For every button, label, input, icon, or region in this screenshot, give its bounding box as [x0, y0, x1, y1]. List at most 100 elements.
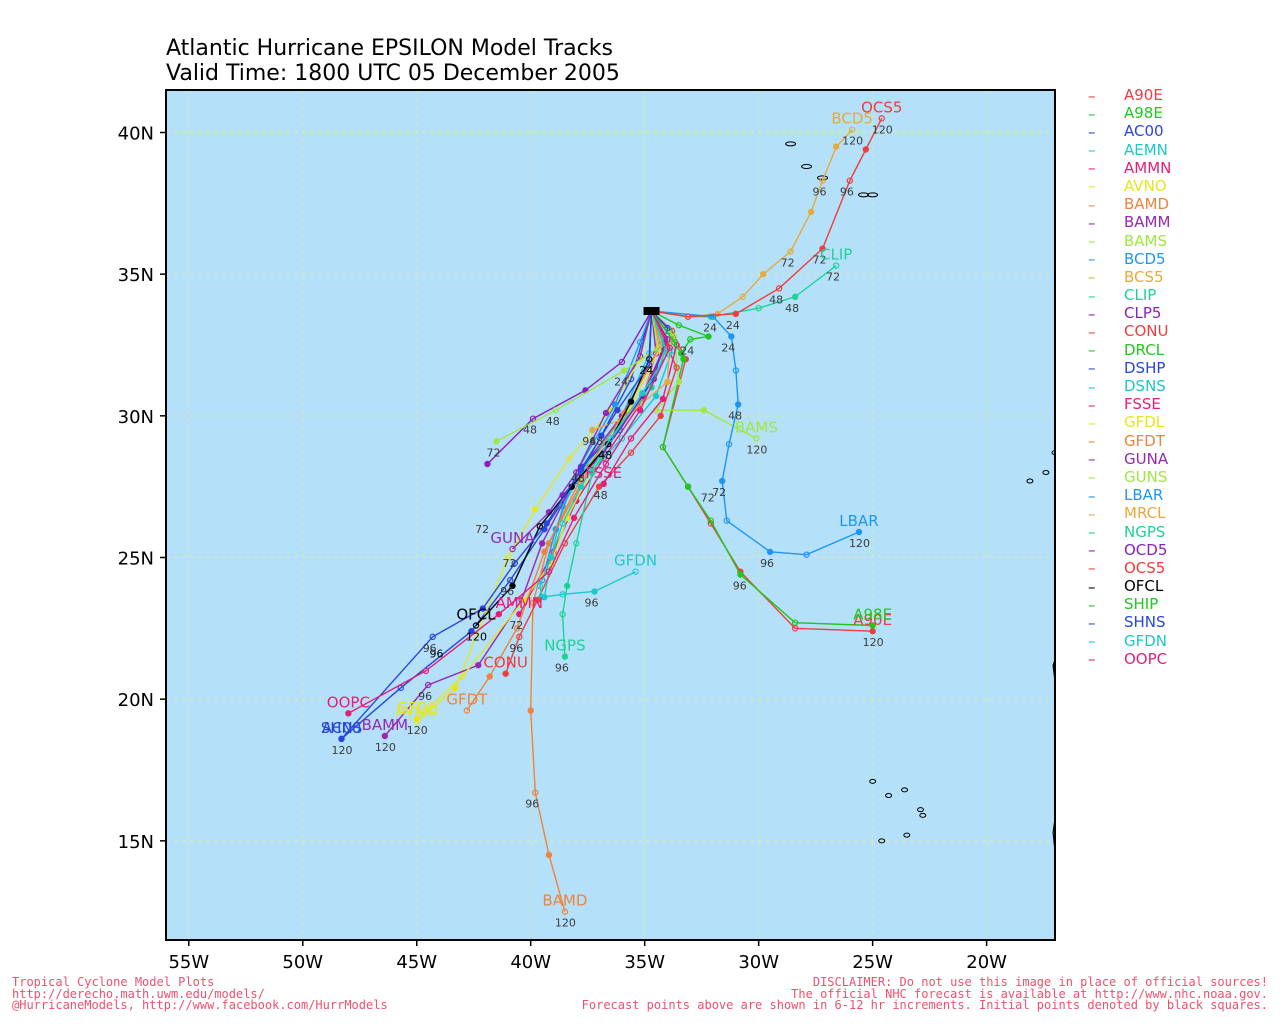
legend-label: OCD5	[1124, 540, 1168, 559]
track-point-oopc	[570, 514, 578, 522]
legend-dash	[1088, 414, 1102, 432]
cape-verde-island-2	[901, 787, 909, 793]
track-point-bcs5	[819, 177, 826, 184]
track-point-gfdn	[664, 350, 671, 357]
y-tick-label-1: 20N	[118, 690, 154, 711]
track-point-ngps	[573, 540, 580, 547]
track-label-oopc: OOPC	[327, 693, 370, 711]
y-tick-label-0: 15N	[118, 832, 154, 853]
track-line-bcd5	[541, 310, 653, 581]
chart-title: Atlantic Hurricane EPSILON Model Tracks …	[166, 36, 620, 86]
legend-label: AMMN	[1124, 158, 1172, 177]
legend-item-ocs5: OCS5	[1088, 559, 1171, 577]
track-line-avno	[416, 310, 653, 723]
track-point-fsse	[600, 480, 607, 488]
track-point-ship	[687, 336, 694, 343]
legend-label: SHNS	[1124, 613, 1166, 632]
legend-dash	[1088, 378, 1102, 396]
track-point-oopc	[345, 710, 352, 717]
legend-dash	[1088, 559, 1102, 577]
legend-item-bamd: BAMD	[1088, 195, 1171, 213]
track-line-bamd	[529, 310, 660, 912]
track-point-gfdn	[548, 554, 555, 561]
track-point-gfdn	[559, 591, 566, 598]
track-point-gfdl	[413, 715, 420, 723]
track-point-a98e	[791, 619, 799, 626]
hour-label: 96	[430, 648, 444, 661]
footer-right: DISCLAIMER: Do not use this image in pla…	[582, 976, 1268, 1012]
track-point-shns	[577, 466, 585, 473]
legend-label: BAMM	[1124, 213, 1171, 232]
legend-item-ocd5: OCD5	[1088, 541, 1171, 559]
footer-left-line3: @HurricaneModels, http://www.facebook.co…	[12, 998, 388, 1012]
track-label-gfdl: GFDL	[397, 699, 438, 717]
legend-label: OOPC	[1124, 649, 1168, 668]
y-tick-label-2: 25N	[118, 549, 154, 570]
hour-label: 120	[375, 741, 396, 754]
track-line-drcl	[651, 310, 712, 340]
track-point-guna	[602, 409, 610, 417]
legend-label: AC00	[1124, 122, 1164, 141]
legend-item-bamm: BAMM	[1088, 213, 1171, 231]
track-point-bamm	[424, 681, 432, 689]
hour-label: 24	[680, 344, 694, 357]
track-point-avno	[566, 455, 573, 462]
track-point-bamd	[561, 908, 569, 915]
track-line-ofcl	[475, 310, 653, 626]
legend-label: OCS5	[1124, 558, 1166, 577]
cape-verde-island-3	[917, 807, 925, 813]
track-point-conu	[595, 483, 603, 490]
track-point-oopc	[495, 610, 503, 618]
legend-item-ngps: NGPS	[1088, 523, 1171, 541]
hour-label: 24	[726, 319, 740, 332]
track-point-ofcl	[627, 398, 635, 405]
track-point-a98e	[659, 443, 667, 451]
legend-item-clp5: CLP5	[1088, 304, 1171, 322]
legend-dash	[1088, 196, 1102, 214]
legend-item-shns: SHNS	[1088, 613, 1171, 631]
track-point-lbar	[723, 517, 730, 524]
track-point-ofcl	[509, 582, 516, 590]
legend-dash	[1088, 396, 1102, 414]
track-point-lbar	[803, 551, 810, 558]
track-point-a98e	[680, 355, 687, 363]
legend-label: GFDT	[1124, 431, 1165, 450]
hour-label: 48	[571, 472, 585, 485]
legend-item-fsse: FSSE	[1088, 395, 1171, 413]
legend-dash	[1088, 341, 1102, 359]
hour-label: 72	[826, 271, 840, 284]
legend-item-gfdt: GFDT	[1088, 432, 1171, 450]
track-point-dsns	[652, 392, 660, 400]
legend-item-ac00: AC00	[1088, 122, 1171, 140]
canary-island-3	[1026, 478, 1034, 484]
hour-label: 72	[781, 257, 795, 270]
track-point-gfdn	[591, 588, 598, 595]
hour-label: 96	[525, 798, 539, 811]
legend-label: BAMS	[1124, 231, 1168, 250]
azores-island-0	[785, 141, 797, 147]
legend-label: DSNS	[1124, 377, 1166, 395]
legend-dash	[1088, 614, 1102, 632]
hour-label: 120	[849, 537, 870, 550]
track-label-bcs5: BCD5	[831, 110, 873, 128]
legend-item-bcd5: BCD5	[1088, 250, 1171, 268]
track-point-clp5	[618, 358, 626, 366]
legend-dash	[1088, 105, 1102, 123]
legend-item-oopc: OOPC	[1088, 650, 1171, 668]
track-point-mrcl	[589, 426, 596, 434]
hour-labels: 1209672120964824120961201201209672482412…	[332, 123, 893, 929]
legend-dash	[1088, 596, 1102, 614]
track-point-shns	[479, 605, 487, 612]
track-point-lbar	[734, 401, 742, 408]
legend-label: BCS5	[1124, 267, 1164, 286]
track-point-clp5	[529, 415, 537, 422]
canary-island-2	[1042, 470, 1050, 475]
azores-island-4	[867, 192, 879, 198]
track-point-clip	[832, 262, 840, 269]
legend-item-lbar: LBAR	[1088, 486, 1171, 504]
track-label-lbar: LBAR	[839, 512, 878, 530]
track-point-guna	[636, 353, 644, 360]
legend-dash	[1088, 159, 1102, 177]
legend-label: SHIP	[1124, 595, 1159, 614]
